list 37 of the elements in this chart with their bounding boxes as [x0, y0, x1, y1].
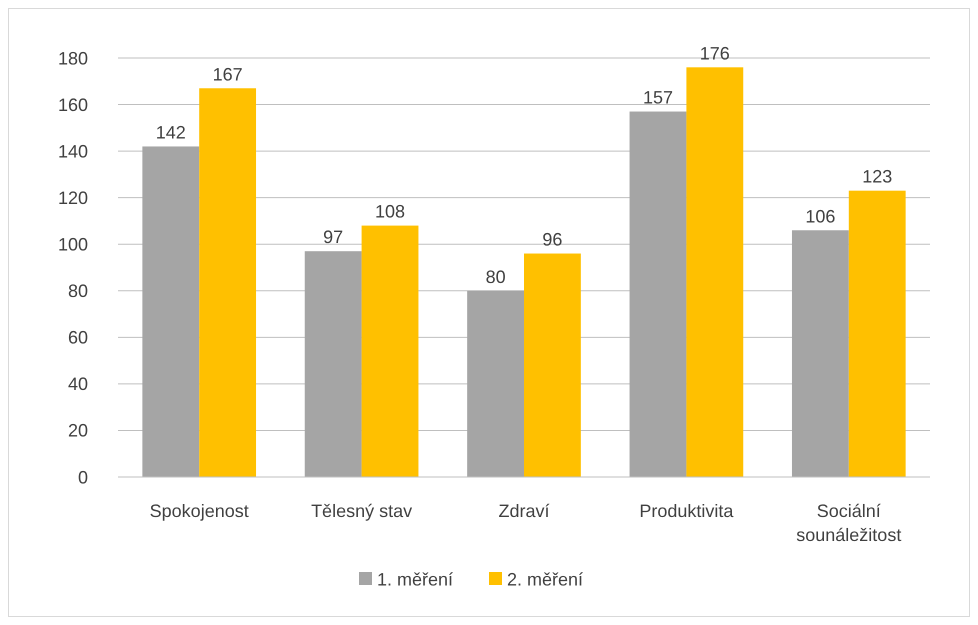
y-tick-label: 80	[68, 281, 88, 302]
bar	[848, 190, 906, 477]
legend-label: 1. měření	[377, 569, 454, 590]
bar	[792, 230, 849, 477]
x-tick-label: Spokojenost	[150, 501, 249, 521]
y-tick-label: 160	[58, 94, 88, 115]
data-label: 167	[212, 64, 243, 84]
y-tick-label: 180	[58, 48, 88, 68]
x-tick-label: Zdraví	[498, 501, 550, 521]
y-tick-label: 40	[68, 374, 88, 394]
bar	[304, 251, 362, 477]
x-tick-label: Tělesný stav	[311, 501, 412, 521]
bar	[362, 226, 418, 477]
data-label: 97	[323, 227, 344, 248]
bar	[467, 290, 524, 477]
data-label: 80	[486, 266, 506, 287]
y-tick-label: 100	[58, 234, 88, 255]
data-label: 96	[542, 230, 562, 250]
bar	[199, 88, 256, 477]
y-tick-label: 60	[68, 328, 88, 348]
x-tick-label: Produktivita	[639, 501, 734, 521]
x-tick-label: Sociální sounáležitost	[796, 501, 902, 545]
data-label: 106	[805, 206, 836, 226]
data-label: 142	[156, 122, 186, 142]
y-tick-label: 140	[58, 141, 88, 162]
data-label: 157	[642, 88, 674, 108]
y-tick-label: 120	[58, 188, 88, 208]
data-label: 176	[700, 43, 730, 64]
bar	[686, 67, 744, 477]
legend-label: 2. měření	[507, 569, 584, 590]
data-label: 108	[374, 202, 406, 222]
y-tick-label: 20	[68, 420, 88, 441]
y-tick-label: 0	[78, 467, 88, 488]
bar	[630, 112, 686, 477]
bar	[524, 254, 581, 477]
data-label: 123	[862, 166, 892, 187]
bar	[142, 146, 200, 477]
